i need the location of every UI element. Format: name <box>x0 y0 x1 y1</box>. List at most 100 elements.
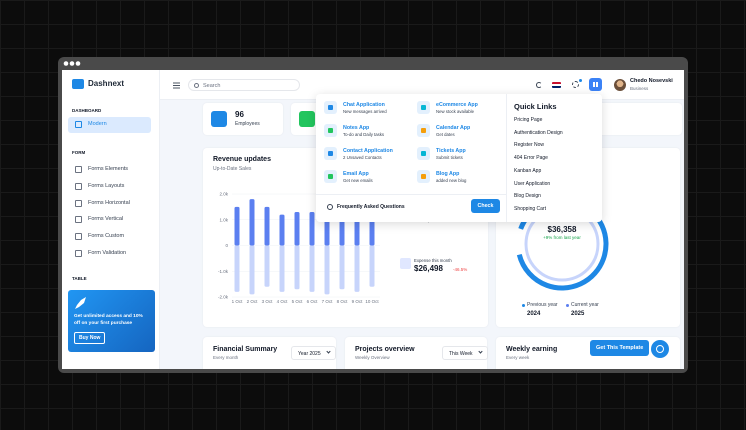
quick-link[interactable]: Register Now <box>514 142 545 149</box>
x-tick-label: 4 Oct <box>277 299 289 304</box>
menu-icon <box>75 121 82 128</box>
app-subtitle: New messages arrived <box>343 109 387 114</box>
card-title: Weekly earning <box>506 346 558 353</box>
quick-link[interactable]: Blog Design <box>514 193 541 200</box>
bar <box>294 245 300 290</box>
faq-text: Frequently Asked Questions <box>337 204 405 210</box>
app-glyph <box>421 128 426 133</box>
faq-icon <box>327 204 333 210</box>
menu-item[interactable]: Forms Custom <box>88 233 125 240</box>
bar <box>234 206 240 246</box>
yearly-value: $36,358 <box>547 225 577 234</box>
user-name: Chedo Nosevski <box>630 78 673 84</box>
bottom-card: Financial Summary Every month Year 2025 <box>203 337 336 369</box>
bar <box>339 217 345 246</box>
bar <box>249 245 255 295</box>
card-title: Financial Summary <box>213 346 278 353</box>
bar <box>279 245 285 292</box>
promo-button[interactable]: Buy Now <box>74 332 106 344</box>
app-title[interactable]: eCommerce App <box>436 102 478 108</box>
quick-link[interactable]: Kanban App <box>514 167 542 174</box>
x-tick-label: 2 Oct <box>247 299 259 304</box>
app-title[interactable]: Chat Application <box>343 102 385 108</box>
search-icon <box>194 83 199 88</box>
bar <box>369 245 375 287</box>
stat-icon <box>299 111 315 127</box>
menu-item[interactable]: Form Validation <box>88 250 127 256</box>
bar <box>369 214 375 246</box>
menu-item[interactable]: Forms Vertical <box>88 216 124 223</box>
x-tick-label: 7 Oct <box>322 299 334 304</box>
app-subtitle: added new blog <box>436 178 467 183</box>
legend-name: Current year <box>571 302 599 308</box>
app-glyph <box>328 151 333 156</box>
menu-item[interactable]: Forms Elements <box>88 166 129 172</box>
template-button[interactable]: Get This Template <box>590 340 650 356</box>
apps-grid-icon <box>593 82 598 87</box>
menu-icon <box>75 216 82 224</box>
promo-card: Get unlimited access and 10% off on your… <box>68 290 155 352</box>
card-subtitle: Up-to-Date Sales <box>213 166 252 172</box>
bar <box>309 212 315 246</box>
menu-item[interactable]: Modern <box>88 121 107 127</box>
expense-value: $26,498 <box>414 264 443 273</box>
app: Dashnext DASHBOARD Modern FORM Forms Element… <box>62 70 684 369</box>
app-glyph <box>328 128 333 133</box>
app-subtitle: To-do and Daily tasks <box>343 132 385 137</box>
app-subtitle: 2 Unsaved Contacts <box>343 155 382 160</box>
app-subtitle: Get new emails <box>343 178 373 183</box>
stat-card: 96 Employees <box>203 103 283 135</box>
app-glyph <box>328 174 333 179</box>
app-title[interactable]: Notes App <box>343 125 370 131</box>
x-tick-label: 9 Oct <box>352 299 364 304</box>
expense-label: Expense this month <box>414 258 452 263</box>
legend-year: 2024 <box>527 311 541 317</box>
filter-select[interactable]: This Week <box>442 346 488 360</box>
search-box[interactable]: Search <box>188 79 300 91</box>
brand: Dashnext <box>88 79 125 88</box>
window-controls <box>63 61 81 66</box>
y-tick-label: -2.0k <box>218 295 229 300</box>
quick-link[interactable]: 404 Error Page <box>514 155 548 162</box>
card-title: Projects overview <box>355 346 415 353</box>
menu-toggle[interactable] <box>173 82 181 89</box>
legend-year: 2025 <box>571 311 585 317</box>
divider <box>506 94 507 222</box>
menu-icon <box>75 250 82 257</box>
app-title[interactable]: Tickets App <box>436 148 466 154</box>
quick-links-title: Quick Links <box>514 102 557 111</box>
bar <box>354 245 360 292</box>
app-title[interactable]: Email App <box>343 171 369 177</box>
menu-item[interactable]: Forms Layouts <box>88 182 125 189</box>
quick-link[interactable]: User Application <box>514 180 551 187</box>
filter-label: Year 2025 <box>298 351 321 357</box>
filter-select[interactable]: Year 2025 <box>291 346 336 360</box>
card-subtitle: Every month <box>213 355 239 360</box>
bar <box>309 245 315 292</box>
quick-link[interactable]: Authentication Design <box>514 129 563 136</box>
menu-item[interactable]: Forms Horizontal <box>88 199 130 206</box>
faq-button[interactable]: Check <box>471 199 500 213</box>
bar <box>279 214 285 246</box>
theme-toggle[interactable] <box>536 82 542 88</box>
search-placeholder: Search <box>203 82 221 89</box>
app-title[interactable]: Calendar App <box>436 125 471 131</box>
app-title[interactable]: Blog App <box>436 171 460 177</box>
app-title[interactable]: Contact Application <box>343 148 393 154</box>
legend-name: Previous year <box>527 302 558 308</box>
settings-icon[interactable] <box>572 81 579 88</box>
expense-change: -46.5% <box>453 267 468 272</box>
quick-link[interactable]: Shopping Cart <box>514 205 546 212</box>
bar <box>264 245 270 287</box>
bar <box>249 199 255 246</box>
app-subtitle: New stock available <box>436 109 474 114</box>
app-glyph <box>421 151 426 156</box>
x-tick-label: 6 Oct <box>307 299 319 304</box>
promo-text: Get unlimited access and 10% off on your… <box>74 314 143 326</box>
settings-fab-icon <box>656 345 664 353</box>
bar <box>324 245 330 295</box>
x-tick-label: 10 Oct <box>365 299 379 304</box>
browser-window: Dashnext DASHBOARD Modern FORM Forms Element… <box>58 57 688 373</box>
menu-icon <box>75 199 82 207</box>
quick-link[interactable]: Pricing Page <box>514 117 543 123</box>
